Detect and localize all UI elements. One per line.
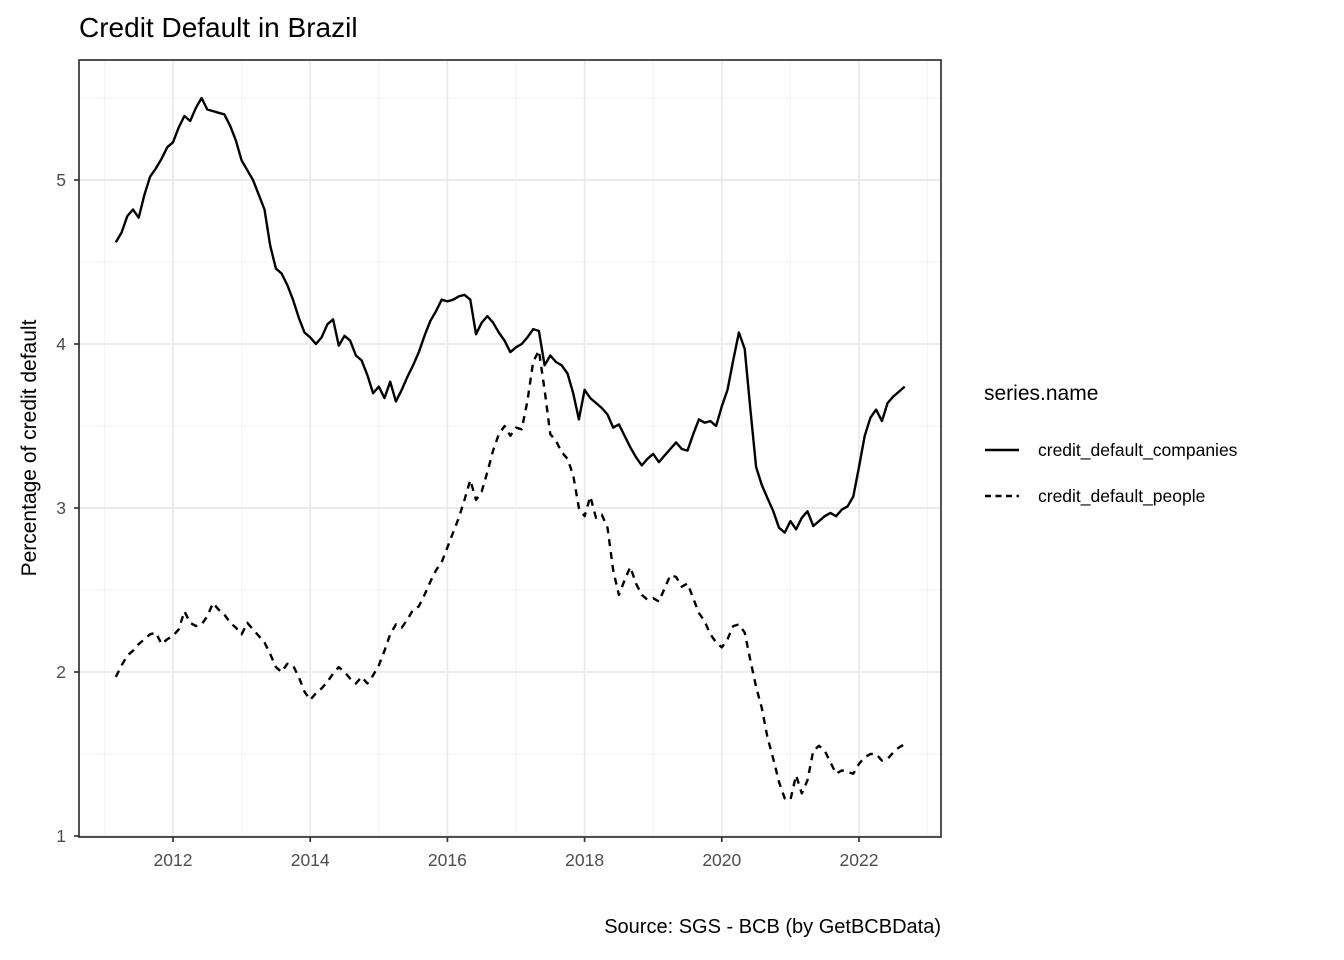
legend-title: series.name <box>984 382 1099 405</box>
x-axis-tick-label: 2020 <box>702 850 741 870</box>
y-axis-tick-label: 1 <box>56 826 66 846</box>
panel-border <box>78 59 942 838</box>
axis-ticks <box>74 179 860 842</box>
legend: series.name credit_default_companies cre… <box>984 382 1237 532</box>
y-axis-tick-label: 2 <box>56 662 66 682</box>
y-axis-tick-label: 4 <box>56 334 66 354</box>
y-axis-tick-label: 3 <box>56 498 66 518</box>
x-axis-tick-label: 2012 <box>154 850 193 870</box>
series-line-credit_default_companies <box>114 96 906 534</box>
legend-entry-companies: credit_default_companies <box>984 440 1237 460</box>
y-axis-tick-labels: 1 2 3 4 5 <box>56 170 66 846</box>
solid-line-key-icon <box>985 448 1019 452</box>
chart-title: Credit Default in Brazil <box>79 12 358 43</box>
x-axis-tick-label: 2014 <box>291 850 330 870</box>
x-axis-tick-label: 2018 <box>565 850 604 870</box>
grid-major <box>79 60 941 837</box>
source-caption: Source: SGS - BCB (by GetBCBData) <box>604 916 941 938</box>
y-axis-tick-label: 5 <box>56 170 66 190</box>
x-axis-tick-label: 2022 <box>840 850 879 870</box>
grid-minor <box>79 60 941 837</box>
legend-label-people: credit_default_people <box>1038 485 1206 506</box>
legend-entry-people: credit_default_people <box>984 486 1237 506</box>
x-axis-tick-labels: 2012 2014 2016 2018 2020 2022 <box>154 850 879 870</box>
dashed-line-key-icon <box>985 494 1019 498</box>
series-line-credit_default_people <box>114 349 906 802</box>
x-axis-tick-label: 2016 <box>428 850 467 870</box>
legend-label-companies: credit_default_companies <box>1038 439 1238 460</box>
